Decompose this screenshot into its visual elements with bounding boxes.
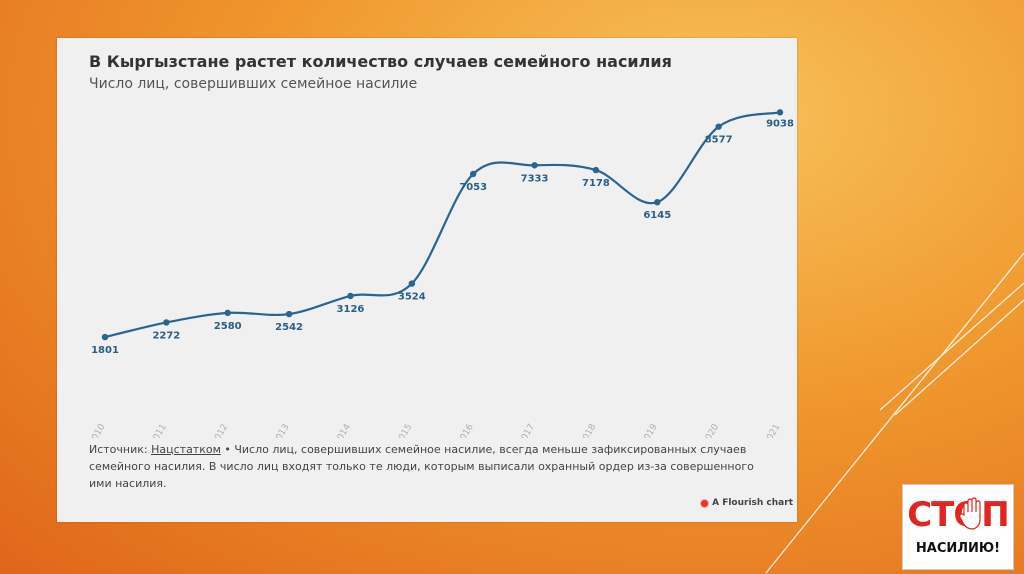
data-point[interactable] (101, 333, 109, 341)
stop-logo-word: СТОП (907, 495, 1010, 535)
hand-icon (959, 497, 981, 530)
line-chart: 1801 2272 2580 2542 3126 3524 7053 7333 7178 6145… (87, 109, 794, 438)
x-tick-label: 2019 (640, 422, 660, 438)
data-point[interactable] (776, 109, 784, 116)
x-tick-label: 2014 (333, 422, 353, 438)
source-label: Источник: (89, 443, 152, 456)
x-tick-label: 2015 (394, 423, 414, 439)
data-label: 2580 (214, 321, 242, 332)
data-point[interactable] (408, 280, 416, 287)
chart-title: В Кыргызстане растет количество случаев … (89, 52, 672, 71)
x-tick-label: 2012 (210, 423, 230, 439)
stop-violence-logo: СТОП НАСИЛИЮ! (902, 484, 1014, 570)
chart-card: В Кыргызстане растет количество случаев … (57, 38, 797, 522)
data-point[interactable] (347, 292, 354, 300)
x-tick-label: 2011 (149, 423, 169, 439)
data-point[interactable] (715, 123, 722, 130)
source-text: • Число лиц, совершивших семейное насили… (89, 443, 754, 490)
flourish-credit[interactable]: A Flourish chart (701, 498, 793, 508)
x-tick-label: 2021 (762, 423, 782, 439)
x-tick-label: 2016 (456, 422, 476, 438)
data-label: 1801 (91, 345, 119, 356)
x-tick-labels-layer: 2010 2011 2012 2013 2014 2015 2016 2017 2018 2019… (87, 422, 782, 438)
series-line-layer (104, 111, 781, 339)
data-label: 7178 (582, 178, 610, 189)
x-tick-label: 2010 (87, 422, 107, 438)
data-point[interactable] (285, 310, 293, 318)
data-label: 9038 (766, 118, 794, 129)
stop-logo-subtitle: НАСИЛИЮ! (915, 541, 1001, 556)
data-point[interactable] (531, 162, 538, 169)
x-tick-label: 2017 (517, 423, 537, 439)
data-point[interactable] (163, 319, 170, 326)
series-line (104, 111, 781, 339)
data-label: 3126 (337, 304, 365, 315)
data-label: 2272 (152, 330, 180, 341)
x-tick-label: 2018 (578, 422, 598, 438)
data-points-layer (101, 109, 784, 341)
flourish-logo-icon (701, 499, 709, 507)
data-label: 6145 (643, 210, 671, 221)
data-point[interactable] (654, 198, 661, 206)
data-point[interactable] (224, 309, 231, 317)
data-label: 8577 (705, 135, 733, 146)
source-note: Источник: Нацстатком • Число лиц, соверш… (89, 441, 779, 492)
data-point[interactable] (469, 170, 477, 178)
source-link[interactable]: Нацстатком (151, 443, 221, 456)
data-labels-layer: 1801 2272 2580 2542 3126 3524 7053 7333 7178 6145… (91, 118, 794, 356)
data-label: 2542 (275, 322, 303, 333)
flourish-label: A Flourish chart (712, 498, 793, 508)
x-tick-label: 2020 (701, 422, 721, 438)
data-label: 7053 (459, 182, 487, 193)
data-label: 7333 (521, 173, 549, 184)
x-tick-label: 2013 (272, 423, 292, 439)
data-label: 3524 (398, 292, 426, 303)
data-point[interactable] (592, 166, 600, 174)
chart-subtitle: Число лиц, совершивших семейное насилие (89, 76, 418, 92)
